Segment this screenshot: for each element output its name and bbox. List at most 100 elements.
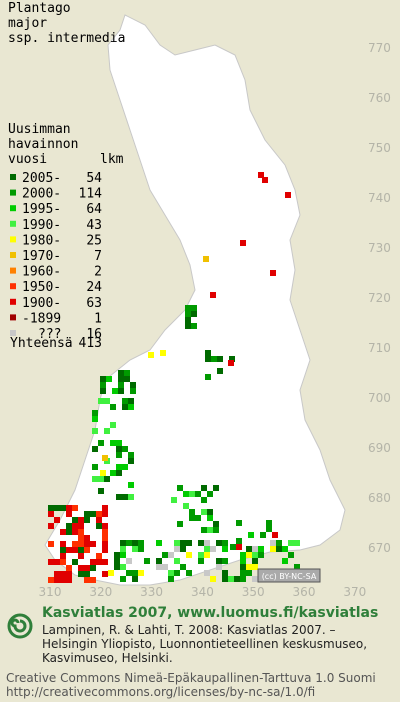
observation (186, 540, 192, 546)
observation (156, 564, 162, 570)
observation (258, 552, 264, 558)
observation (240, 564, 246, 570)
title: major (8, 16, 47, 31)
observation (66, 511, 72, 517)
observation (96, 511, 102, 517)
observation (171, 497, 177, 503)
observation (92, 428, 98, 434)
observation (54, 505, 60, 511)
observation (48, 511, 54, 517)
observation (84, 535, 90, 541)
y-grid-label: 770 (368, 41, 391, 55)
observation (60, 553, 66, 559)
observation (240, 552, 246, 558)
observation (72, 541, 78, 547)
observation (156, 558, 162, 564)
observation (90, 511, 96, 517)
observation (48, 541, 54, 547)
observation (98, 398, 104, 404)
observation (162, 552, 168, 558)
observation (211, 356, 217, 362)
observation (66, 547, 72, 553)
observation (205, 350, 211, 356)
observation (96, 559, 102, 565)
observation (92, 416, 98, 422)
observation (174, 540, 180, 546)
observation (222, 540, 228, 546)
observation (78, 571, 84, 577)
observation (236, 520, 242, 526)
observation (120, 552, 126, 558)
citation: Kasvimuseo, Helsinki. (42, 651, 173, 665)
legend-label: 1970- (22, 249, 61, 264)
x-grid-label: 360 (293, 585, 316, 599)
observation (246, 552, 252, 558)
observation (90, 577, 96, 583)
legend-swatch (10, 330, 16, 336)
observation (130, 382, 136, 388)
badge-text: (cc) BY-NC-SA (262, 572, 317, 581)
observation (252, 546, 258, 552)
legend-header: lkm (100, 152, 124, 167)
observation (204, 570, 210, 576)
observation (66, 565, 72, 571)
observation (48, 559, 54, 565)
observation (240, 576, 246, 582)
observation (183, 503, 189, 509)
legend-swatch (10, 220, 16, 227)
observation (102, 535, 108, 541)
legend-swatch (10, 205, 16, 212)
observation (60, 541, 66, 547)
observation (270, 270, 276, 276)
observation (217, 356, 223, 362)
observation (126, 570, 132, 576)
y-grid-label: 760 (368, 91, 391, 105)
observation (114, 558, 120, 564)
observation (116, 494, 122, 500)
observation (252, 576, 258, 582)
legend-count: 7 (94, 249, 102, 264)
legend-header: vuosi (8, 152, 47, 167)
observation (110, 470, 116, 476)
observation (108, 570, 114, 576)
observation (100, 388, 106, 394)
observation (213, 527, 219, 533)
legend-swatch (10, 314, 16, 321)
legend-label: 1995- (22, 202, 61, 217)
legend-label: 1980- (22, 233, 61, 248)
observation (78, 517, 84, 523)
legend-swatch (10, 236, 16, 243)
observation (252, 558, 258, 564)
observation (98, 488, 104, 494)
observation (104, 428, 110, 434)
legend-count: 24 (86, 280, 102, 295)
observation (294, 540, 300, 546)
observation (66, 529, 72, 535)
legend-swatch (10, 252, 16, 258)
observation (118, 388, 124, 394)
observation (252, 552, 258, 558)
legend-label: 2005- (22, 171, 61, 186)
observation (144, 558, 150, 564)
observation (118, 370, 124, 376)
observation (222, 546, 228, 552)
observation (205, 356, 211, 362)
observation (100, 470, 106, 476)
legend-header: havainnon (8, 137, 78, 152)
observation (185, 311, 191, 317)
observation (207, 515, 213, 521)
observation (201, 497, 207, 503)
observation (92, 464, 98, 470)
observation (234, 576, 240, 582)
observation (288, 552, 294, 558)
observation (122, 398, 128, 404)
observation (102, 541, 108, 547)
observation (189, 491, 195, 497)
footer-headline: Kasviatlas 2007, www.luomus.fi/kasviatla… (42, 605, 378, 621)
x-grid-label: 370 (343, 585, 366, 599)
legend-count: 114 (79, 187, 103, 202)
observation (102, 505, 108, 511)
observation (78, 529, 84, 535)
observation (78, 553, 84, 559)
observation (285, 192, 291, 198)
